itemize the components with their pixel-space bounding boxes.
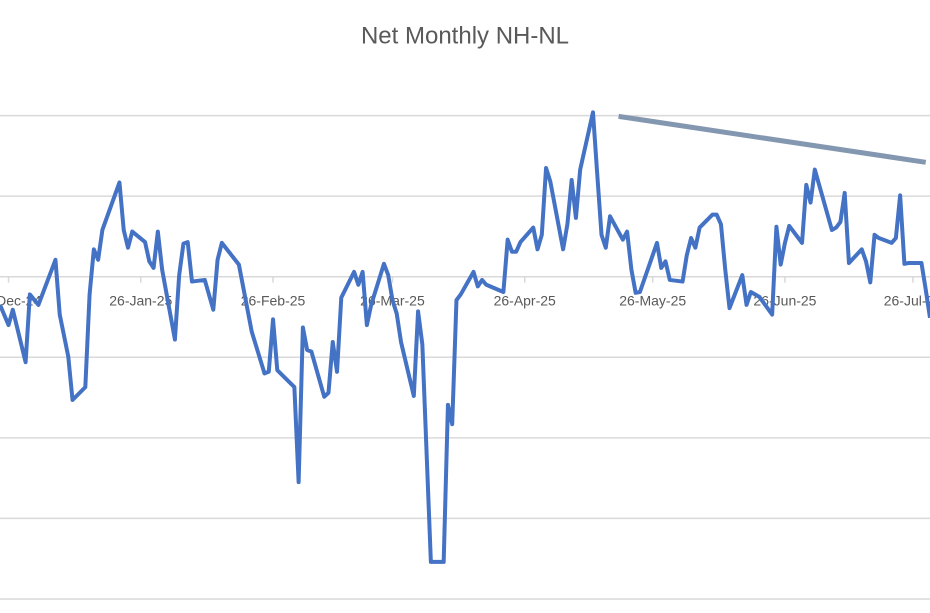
chart-title: Net Monthly NH-NL (361, 22, 569, 49)
x-tick-label: 26-Apr-25 (494, 292, 556, 308)
x-tick-label: 26-Jul-25 (884, 292, 930, 308)
trend-line (618, 113, 927, 165)
x-tick-label: 26-May-25 (619, 292, 686, 308)
x-tick-label: 26-Jan-25 (109, 292, 172, 308)
x-tick-label: 26-Jun-25 (753, 292, 816, 308)
data-line (0, 110, 930, 564)
x-tick-label: 26-Feb-25 (241, 292, 306, 308)
